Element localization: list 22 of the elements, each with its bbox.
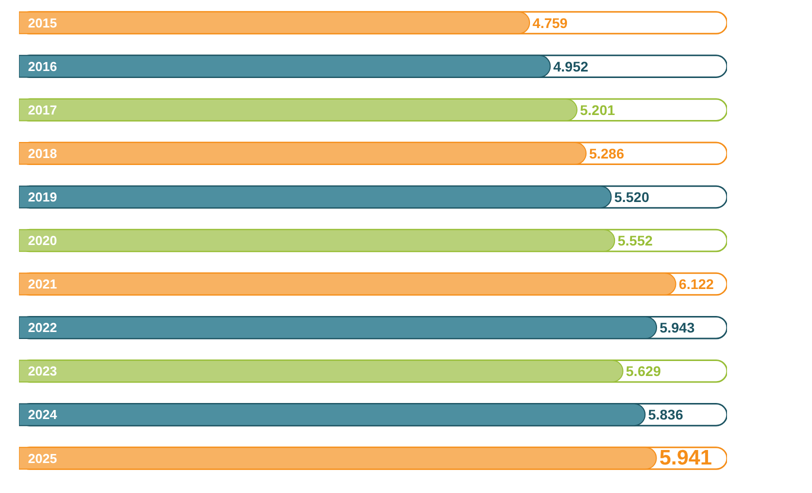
y-tick-label: 2025 bbox=[28, 450, 57, 466]
data-label: 5.520 bbox=[614, 188, 650, 205]
data-label: 4.952 bbox=[553, 58, 588, 74]
data-label: 4.759 bbox=[532, 14, 568, 31]
data-label: 5.836 bbox=[648, 406, 684, 423]
data-label: 5.552 bbox=[618, 232, 653, 248]
y-tick-label: 2017 bbox=[28, 102, 57, 118]
y-tick-label: 2019 bbox=[28, 190, 57, 204]
y-tick-label: 2020 bbox=[28, 233, 57, 248]
data-label: 5.286 bbox=[589, 145, 624, 162]
y-tick-label: 2021 bbox=[28, 276, 57, 292]
y-tick-label: 2018 bbox=[28, 146, 57, 161]
data-label: 5.629 bbox=[626, 363, 662, 380]
y-tick-label: 2016 bbox=[28, 58, 57, 74]
data-label: 5.941 bbox=[659, 446, 712, 470]
data-label: 5.201 bbox=[580, 102, 616, 118]
data-label: 5.943 bbox=[660, 320, 695, 336]
y-tick-label: 2023 bbox=[28, 364, 57, 379]
y-tick-label: 2022 bbox=[28, 320, 57, 336]
y-tick-label: 2015 bbox=[28, 15, 57, 30]
y-tick-label: 2024 bbox=[28, 407, 58, 422]
data-label: 6.122 bbox=[678, 276, 714, 292]
